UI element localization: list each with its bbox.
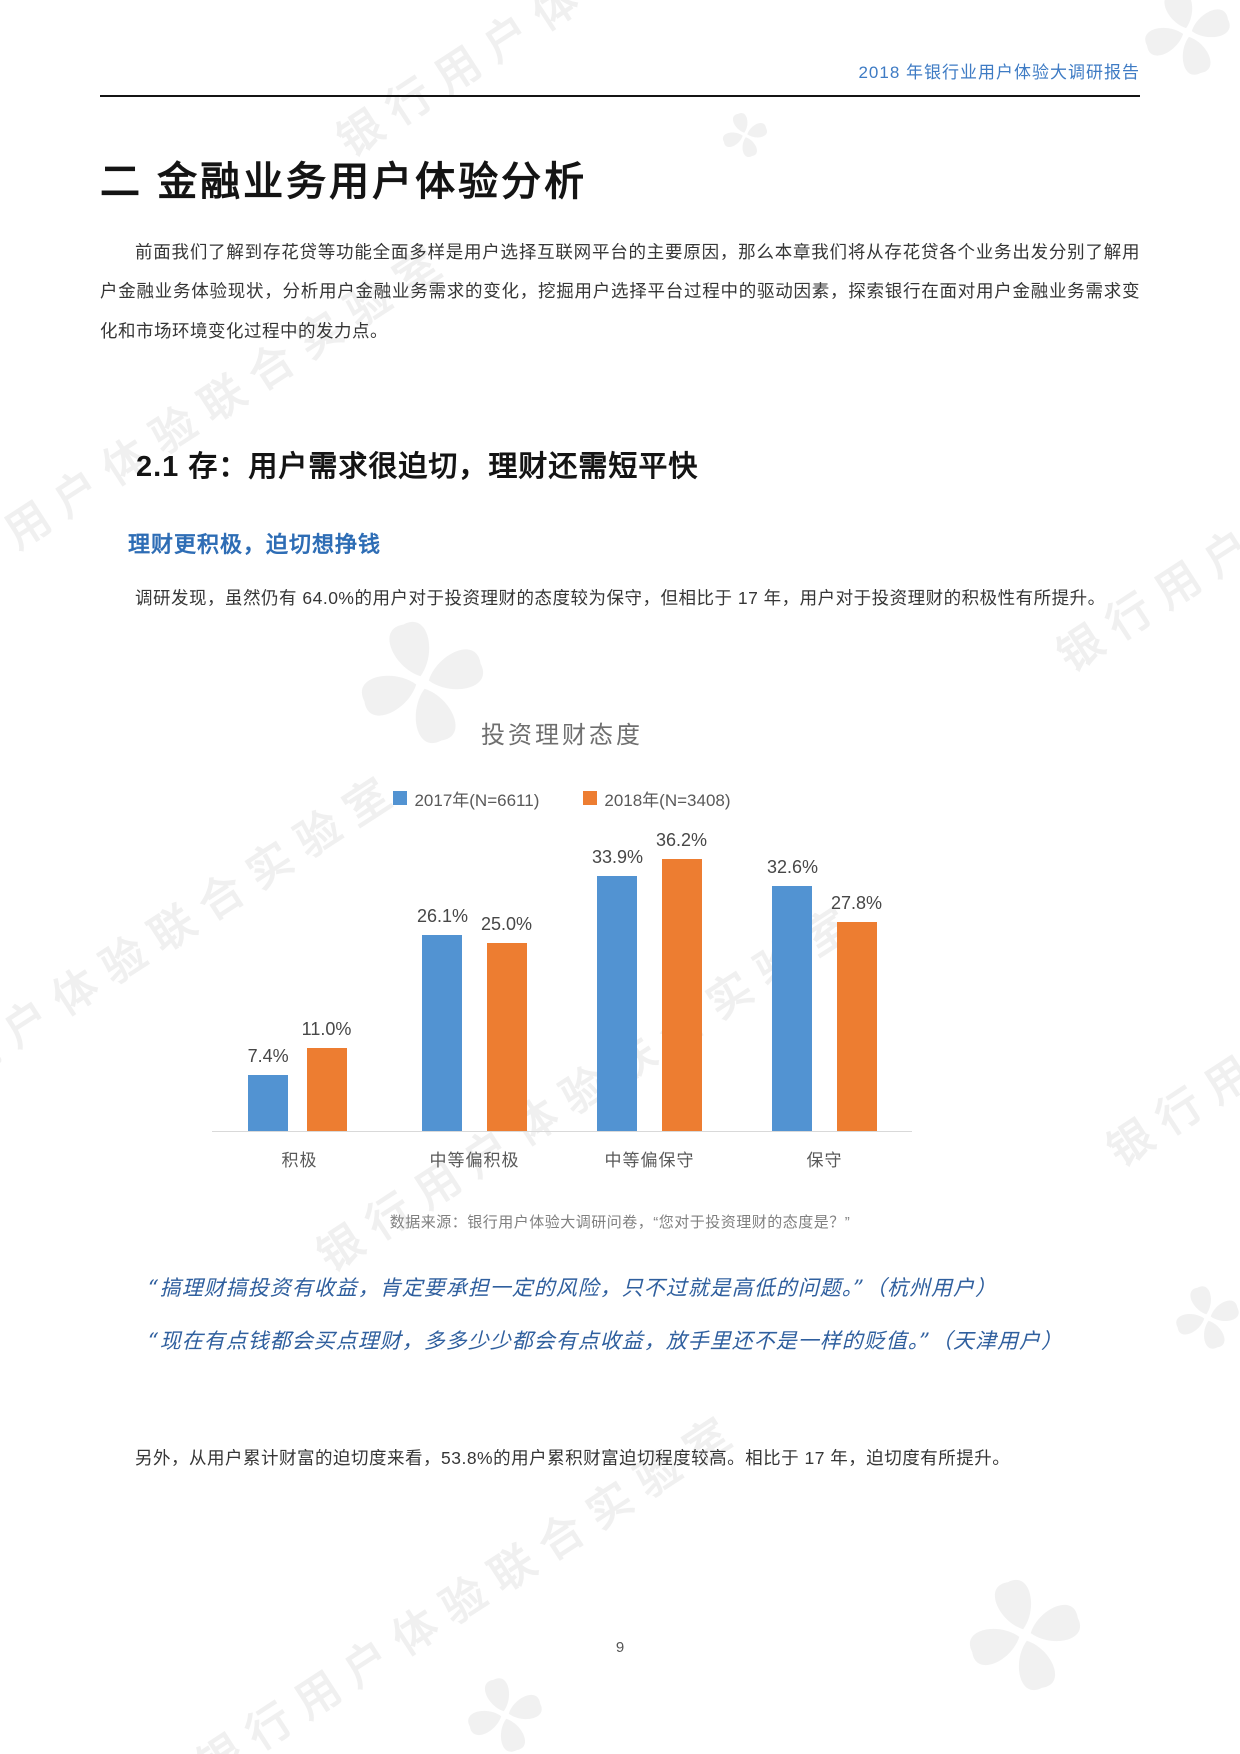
bar-column: 11.0% <box>301 1019 352 1131</box>
chapter-intro-paragraph: 前面我们了解到存花贷等功能全面多样是用户选择互联网平台的主要原因，那么本章我们将… <box>100 242 1140 341</box>
closing-paragraph: 另外，从用户累计财富的迫切度来看，53.8%的用户累积财富迫切程度较高。相比于 … <box>135 1447 1011 1468</box>
bar-2018年(N=3408)-中等偏积极 <box>486 943 527 1131</box>
page-number: 9 <box>615 1639 625 1656</box>
bar-group-2: 26.1% 25.0% <box>387 906 562 1131</box>
bar-column: 33.9% <box>591 847 643 1131</box>
bar-column: 26.1% <box>417 906 468 1131</box>
report-header-title: 2018 年银行业用户体验大调研报告 <box>858 63 1140 82</box>
bar-value-label: 27.8% <box>831 893 883 913</box>
legend-item-2017: 2017年(N=6611) <box>393 786 539 811</box>
lab-flower-logo-icon <box>455 1665 555 1754</box>
bar-column: 36.2% <box>656 830 707 1131</box>
bar-value-label: 11.0% <box>301 1019 352 1039</box>
bar-2018年(N=3408)-积极 <box>306 1048 347 1131</box>
chart-legend: 2017年(N=6611) 2018年(N=3408) <box>212 786 912 811</box>
category-label-积极: 积极 <box>281 1150 318 1170</box>
legend-label-2017: 2017年(N=6611) <box>414 790 540 810</box>
bar-2017年(N=6611)-中等偏保守 <box>597 876 638 1131</box>
bar-group-4: 32.6% 27.8% <box>737 857 912 1131</box>
quote-hangzhou-user: “搞理财搞投资有收益，肯定要承担一定的风险，只不过就是高低的问题。”（杭州用户） <box>148 1275 997 1300</box>
bar-2017年(N=6611)-积极 <box>248 1075 289 1131</box>
quote-tianjin-user: “现在有点钱都会买点理财，多多少少都会有点收益，放手里还不是一样的贬值。”（天津… <box>148 1329 1063 1354</box>
chapter-title: 二 金融业务用户体验分析 <box>100 160 588 204</box>
legend-swatch-2018 <box>583 791 598 805</box>
bar-value-label: 32.6% <box>766 857 818 877</box>
bar-2017年(N=6611)-中等偏积极 <box>422 934 463 1131</box>
category-label-中等偏积极: 中等偏积极 <box>429 1150 520 1170</box>
bar-2017年(N=6611)-保守 <box>772 886 813 1131</box>
legend-label-2018: 2018年(N=3408) <box>604 790 731 810</box>
bar-column: 27.8% <box>831 893 882 1131</box>
section-paragraph: 调研发现，虽然仍有 64.0%的用户对于投资理财的态度较为保守，但相比于 17 … <box>135 588 1106 609</box>
report-page: 2018 年银行业用户体验大调研报告 二 金融业务用户体验分析 前面我们了解到存… <box>100 63 1140 1468</box>
chart-source-note: 数据来源：银行用户体验大调研问卷，“您对于投资理财的态度是？” <box>389 1213 851 1231</box>
bar-2018年(N=3408)-中等偏保守 <box>661 859 702 1131</box>
legend-swatch-2017 <box>393 791 408 805</box>
bar-value-label: 26.1% <box>416 905 468 926</box>
user-quotes: “搞理财搞投资有收益，肯定要承担一定的风险，只不过就是高低的问题。”（杭州用户）… <box>148 1262 1140 1369</box>
lab-flower-logo-icon <box>950 1560 1100 1710</box>
bar-value-label: 33.9% <box>591 847 643 868</box>
category-label-中等偏保守: 中等偏保守 <box>604 1150 695 1170</box>
bar-value-label: 25.0% <box>481 914 533 934</box>
chart-title: 投资理财态度 <box>481 721 643 749</box>
bar-group-1: 7.4% 11.0% <box>212 1019 387 1131</box>
legend-item-2018: 2018年(N=3408) <box>583 786 731 811</box>
bar-column: 25.0% <box>481 914 532 1131</box>
category-label-保守: 保守 <box>806 1150 843 1170</box>
header-divider <box>100 95 1140 97</box>
bar-value-label: 36.2% <box>656 830 708 850</box>
investment-attitude-chart: 投资理财态度 2017年(N=6611) 2018年(N=3408) 7.4% 1… <box>212 715 912 1171</box>
section-subtitle: 理财更积极，迫切想挣钱 <box>128 532 382 558</box>
bar-value-label: 7.4% <box>247 1046 289 1066</box>
bar-column: 32.6% <box>767 857 818 1131</box>
section-title: 2.1 存：用户需求很迫切，理财还需短平快 <box>136 451 699 484</box>
bar-2018年(N=3408)-保守 <box>836 922 877 1131</box>
bar-group-3: 33.9% 36.2% <box>562 830 737 1131</box>
bar-column: 7.4% <box>248 1046 289 1131</box>
chart-plot: 7.4% 11.0% 26.1% 25.0% 33.9% 36.2% 32.6% 27.8% <box>212 823 912 1132</box>
chart-category-axis: 积极 中等偏积极 中等偏保守 保守 <box>212 1146 912 1171</box>
